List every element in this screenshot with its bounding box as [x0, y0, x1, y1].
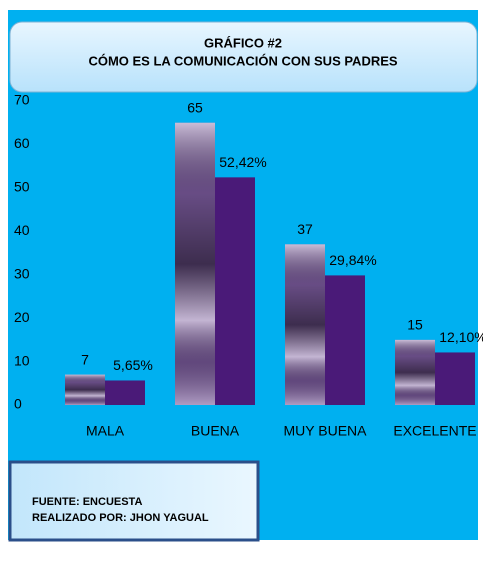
bar	[215, 177, 255, 405]
bar-shine	[65, 374, 105, 405]
x-tick-label: MUY BUENA	[284, 423, 368, 439]
data-label: 29,84%	[329, 252, 376, 268]
y-tick-label: 70	[14, 92, 30, 108]
title-box	[9, 21, 478, 93]
chart-title: GRÁFICO #2	[204, 35, 282, 50]
data-label: 5,65%	[113, 357, 153, 373]
bar	[435, 352, 475, 405]
y-tick-label: 40	[14, 222, 30, 238]
data-label: 12,10%	[439, 329, 483, 345]
x-tick-label: MALA	[86, 423, 125, 439]
bar-shine	[285, 244, 325, 405]
y-tick-label: 50	[14, 179, 30, 195]
bar-shine	[395, 339, 435, 405]
source-text: FUENTE: ENCUESTA	[32, 496, 142, 508]
chart-subtitle: CÓMO ES LA COMUNICACIÓN CON SUS PADRES	[88, 53, 397, 68]
y-tick-label: 30	[14, 265, 30, 281]
data-label: 52,42%	[219, 154, 266, 170]
data-label: 37	[297, 221, 313, 237]
bar-shine	[175, 122, 215, 405]
y-tick-label: 60	[14, 135, 30, 151]
bar	[105, 380, 145, 405]
bar	[325, 275, 365, 405]
x-tick-label: BUENA	[191, 423, 240, 439]
y-tick-label: 20	[14, 309, 30, 325]
source-box	[8, 460, 260, 542]
data-label: 7	[81, 351, 89, 367]
data-label: 65	[187, 99, 203, 115]
y-tick-label: 10	[14, 352, 30, 368]
y-tick-label: 0	[14, 396, 22, 412]
data-label: 15	[407, 317, 423, 333]
x-tick-label: EXCELENTE	[393, 423, 476, 439]
source-text: REALIZADO POR: JHON YAGUAL	[32, 512, 209, 524]
